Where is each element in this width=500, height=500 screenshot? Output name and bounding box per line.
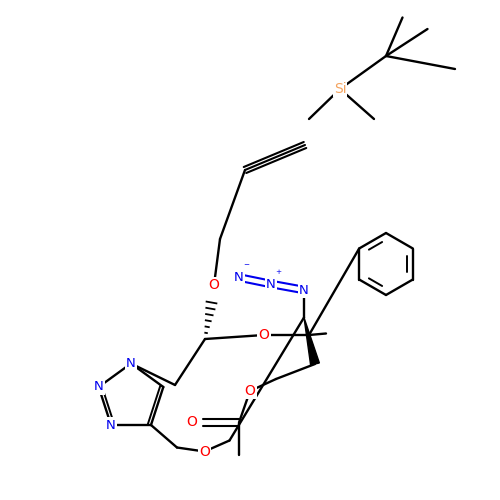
Text: N: N: [234, 271, 244, 284]
Text: N: N: [106, 418, 116, 432]
Text: O: O: [186, 416, 197, 430]
Text: O: O: [258, 328, 270, 342]
Text: N: N: [126, 357, 136, 370]
Text: $^{+}$: $^{+}$: [275, 269, 282, 279]
Text: N: N: [299, 284, 309, 296]
Text: N: N: [266, 278, 276, 290]
Text: O: O: [199, 444, 210, 458]
Text: $^{-}$: $^{-}$: [243, 262, 250, 272]
Text: O: O: [208, 278, 220, 292]
Text: O: O: [244, 384, 256, 398]
Text: N: N: [94, 380, 104, 394]
Polygon shape: [304, 318, 320, 365]
Text: Si: Si: [334, 82, 346, 96]
